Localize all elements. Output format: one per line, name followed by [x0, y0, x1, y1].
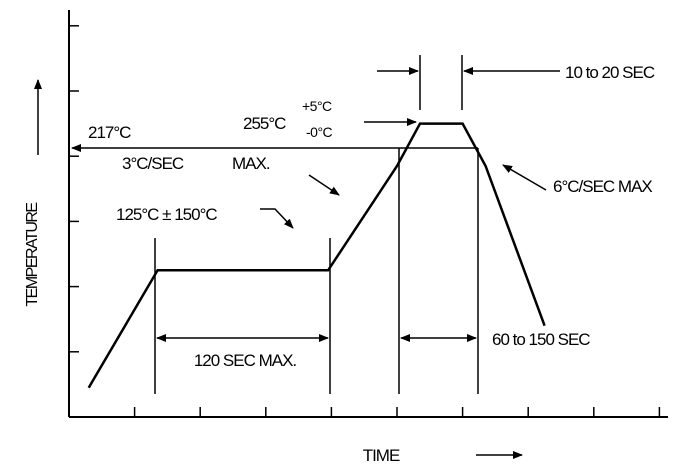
ramp-up-pointer-arrow	[308, 174, 340, 196]
ramp-down-pointer-arrow	[502, 164, 547, 191]
liquidus-duration-label: 60 to 150 SEC	[492, 330, 590, 349]
liquidus-temp-label: 217°C	[88, 123, 131, 142]
y-axis-ticks	[69, 25, 79, 353]
ramp-down-label: 6°C/SEC MAX	[553, 177, 652, 196]
ramp-up-max-label: MAX.	[232, 154, 270, 173]
x-axis-ticks	[133, 407, 661, 417]
soak-pointer-arrow	[260, 208, 294, 229]
peak-temp-label: 255°C	[243, 114, 286, 133]
temperature-profile-curve	[87, 122, 546, 389]
x-axis-label: TIME	[363, 446, 400, 465]
peak-tolerance-minus: -0°C	[306, 124, 333, 140]
y-axis-label: TEMPERATURE	[24, 203, 41, 307]
peak-duration-label: 10 to 20 SEC	[565, 63, 655, 82]
peak-tolerance-plus: +5°C	[302, 98, 332, 114]
ramp-up-label: 3°C/SEC	[122, 154, 184, 173]
soak-duration-label: 120 SEC MAX.	[194, 351, 297, 370]
soak-temp-label: 125°C ± 150°C	[116, 205, 217, 224]
